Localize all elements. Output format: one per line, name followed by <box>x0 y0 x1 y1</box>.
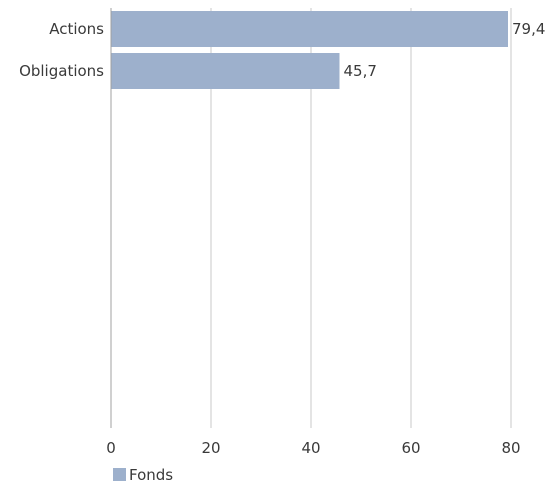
bars <box>111 11 508 89</box>
axes: 0 20 40 60 80 <box>106 439 520 457</box>
data-label: 79,4 <box>512 20 545 38</box>
legend-swatch <box>113 468 126 481</box>
x-tick-label: 40 <box>301 439 320 457</box>
data-label: 45,7 <box>344 62 377 80</box>
x-tick-label: 0 <box>106 439 116 457</box>
legend: Fonds <box>113 466 173 484</box>
bar-obligations <box>111 53 340 89</box>
category-label: Obligations <box>19 62 104 80</box>
x-tick-label: 80 <box>501 439 520 457</box>
x-tick-label: 20 <box>201 439 220 457</box>
labels: Actions 79,4 Obligations 45,7 <box>19 20 545 80</box>
bar-actions <box>111 11 508 47</box>
legend-label: Fonds <box>129 466 173 484</box>
category-label: Actions <box>49 20 104 38</box>
x-tick-label: 60 <box>401 439 420 457</box>
